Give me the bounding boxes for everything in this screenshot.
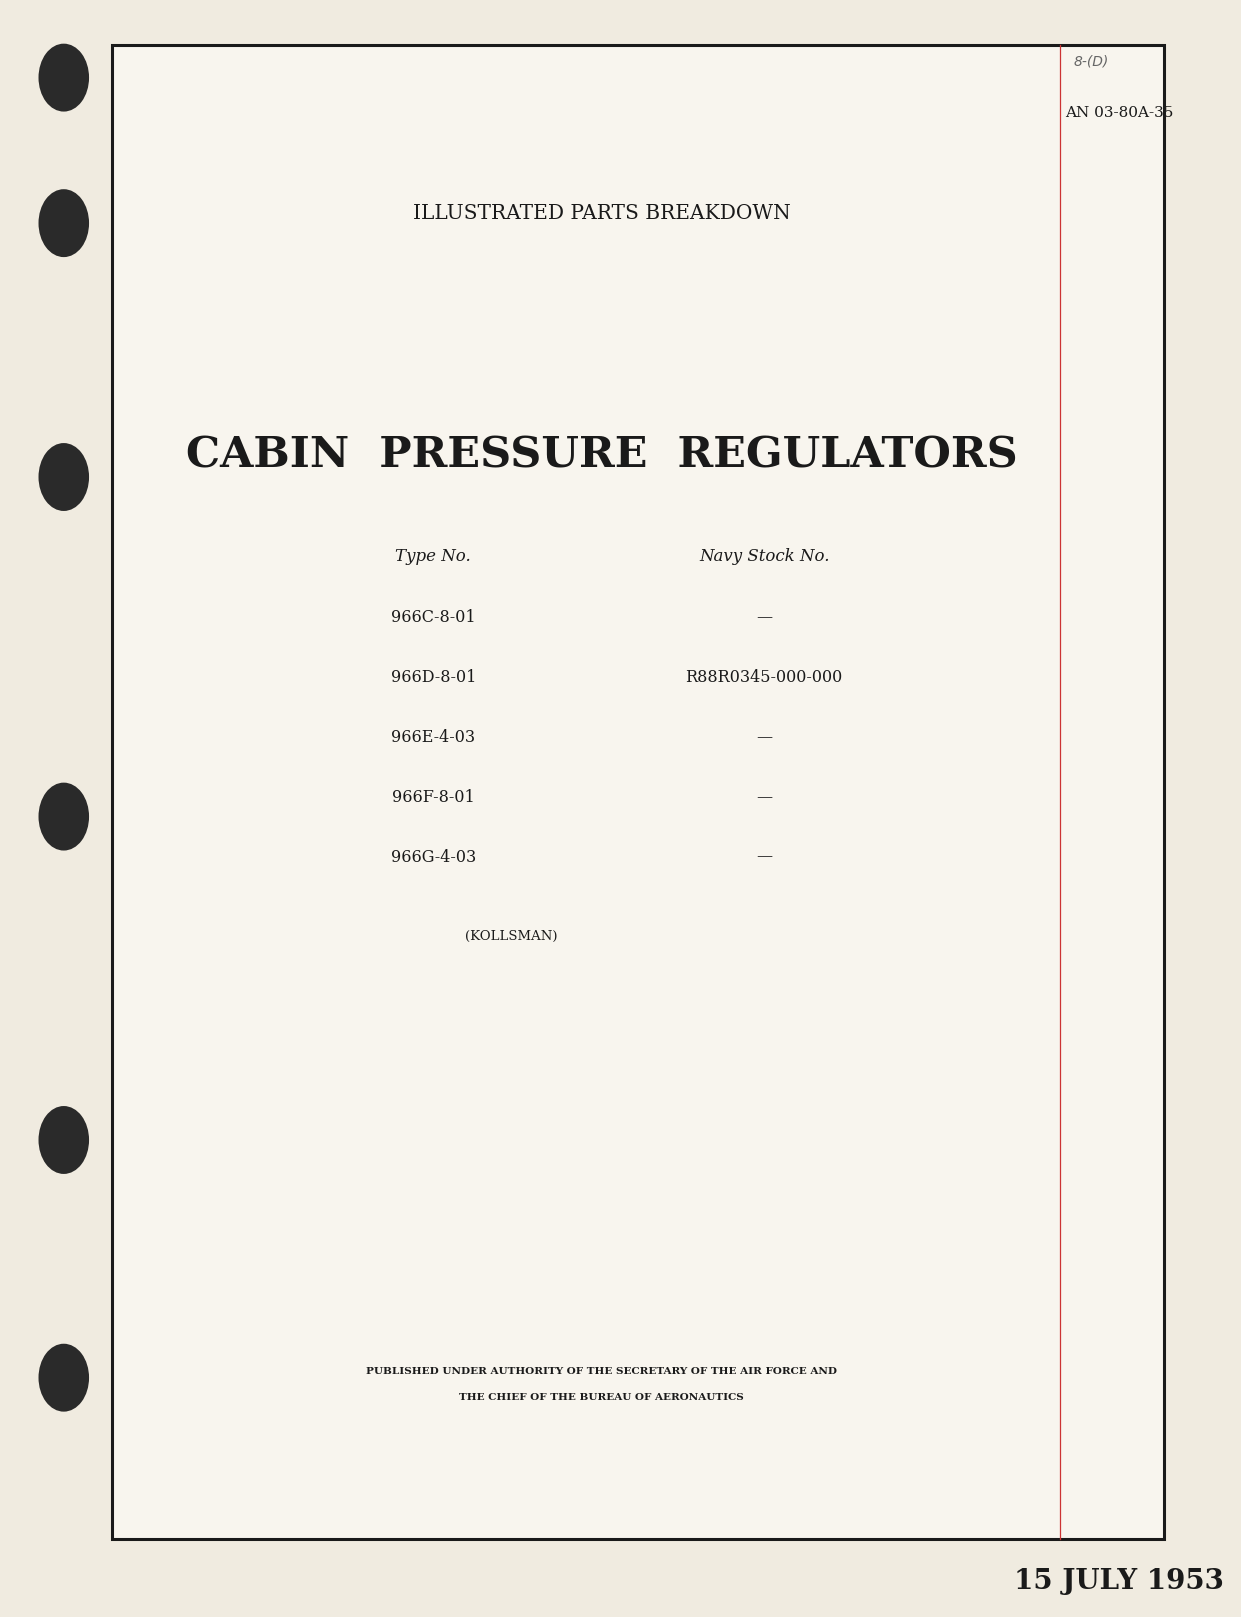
Text: 966E-4-03: 966E-4-03 <box>391 729 475 745</box>
Circle shape <box>38 1106 89 1174</box>
Text: —: — <box>756 789 772 805</box>
Text: THE CHIEF OF THE BUREAU OF AERONAUTICS: THE CHIEF OF THE BUREAU OF AERONAUTICS <box>459 1392 745 1402</box>
Text: —: — <box>756 849 772 865</box>
Text: —: — <box>756 729 772 745</box>
Text: PUBLISHED UNDER AUTHORITY OF THE SECRETARY OF THE AIR FORCE AND: PUBLISHED UNDER AUTHORITY OF THE SECRETA… <box>366 1366 838 1376</box>
Bar <box>112 45 1164 1539</box>
Circle shape <box>38 44 89 112</box>
Circle shape <box>38 1344 89 1412</box>
Text: 966F-8-01: 966F-8-01 <box>392 789 474 805</box>
Text: Navy Stock No.: Navy Stock No. <box>699 548 829 564</box>
Text: R88R0345-000-000: R88R0345-000-000 <box>685 669 843 686</box>
Circle shape <box>38 189 89 257</box>
Text: (KOLLSMAN): (KOLLSMAN) <box>465 930 557 943</box>
Text: 8-(D): 8-(D) <box>1073 55 1108 68</box>
Circle shape <box>38 783 89 851</box>
Text: 15 JULY 1953: 15 JULY 1953 <box>1014 1568 1224 1594</box>
Text: Type No.: Type No. <box>396 548 472 564</box>
Text: ILLUSTRATED PARTS BREAKDOWN: ILLUSTRATED PARTS BREAKDOWN <box>413 204 791 223</box>
Circle shape <box>38 443 89 511</box>
Text: —: — <box>756 610 772 626</box>
Text: CABIN  PRESSURE  REGULATORS: CABIN PRESSURE REGULATORS <box>186 435 1018 477</box>
Text: 966D-8-01: 966D-8-01 <box>391 669 475 686</box>
Text: 966G-4-03: 966G-4-03 <box>391 849 475 865</box>
Text: AN 03-80A-35: AN 03-80A-35 <box>1065 107 1173 120</box>
Text: 966C-8-01: 966C-8-01 <box>391 610 475 626</box>
